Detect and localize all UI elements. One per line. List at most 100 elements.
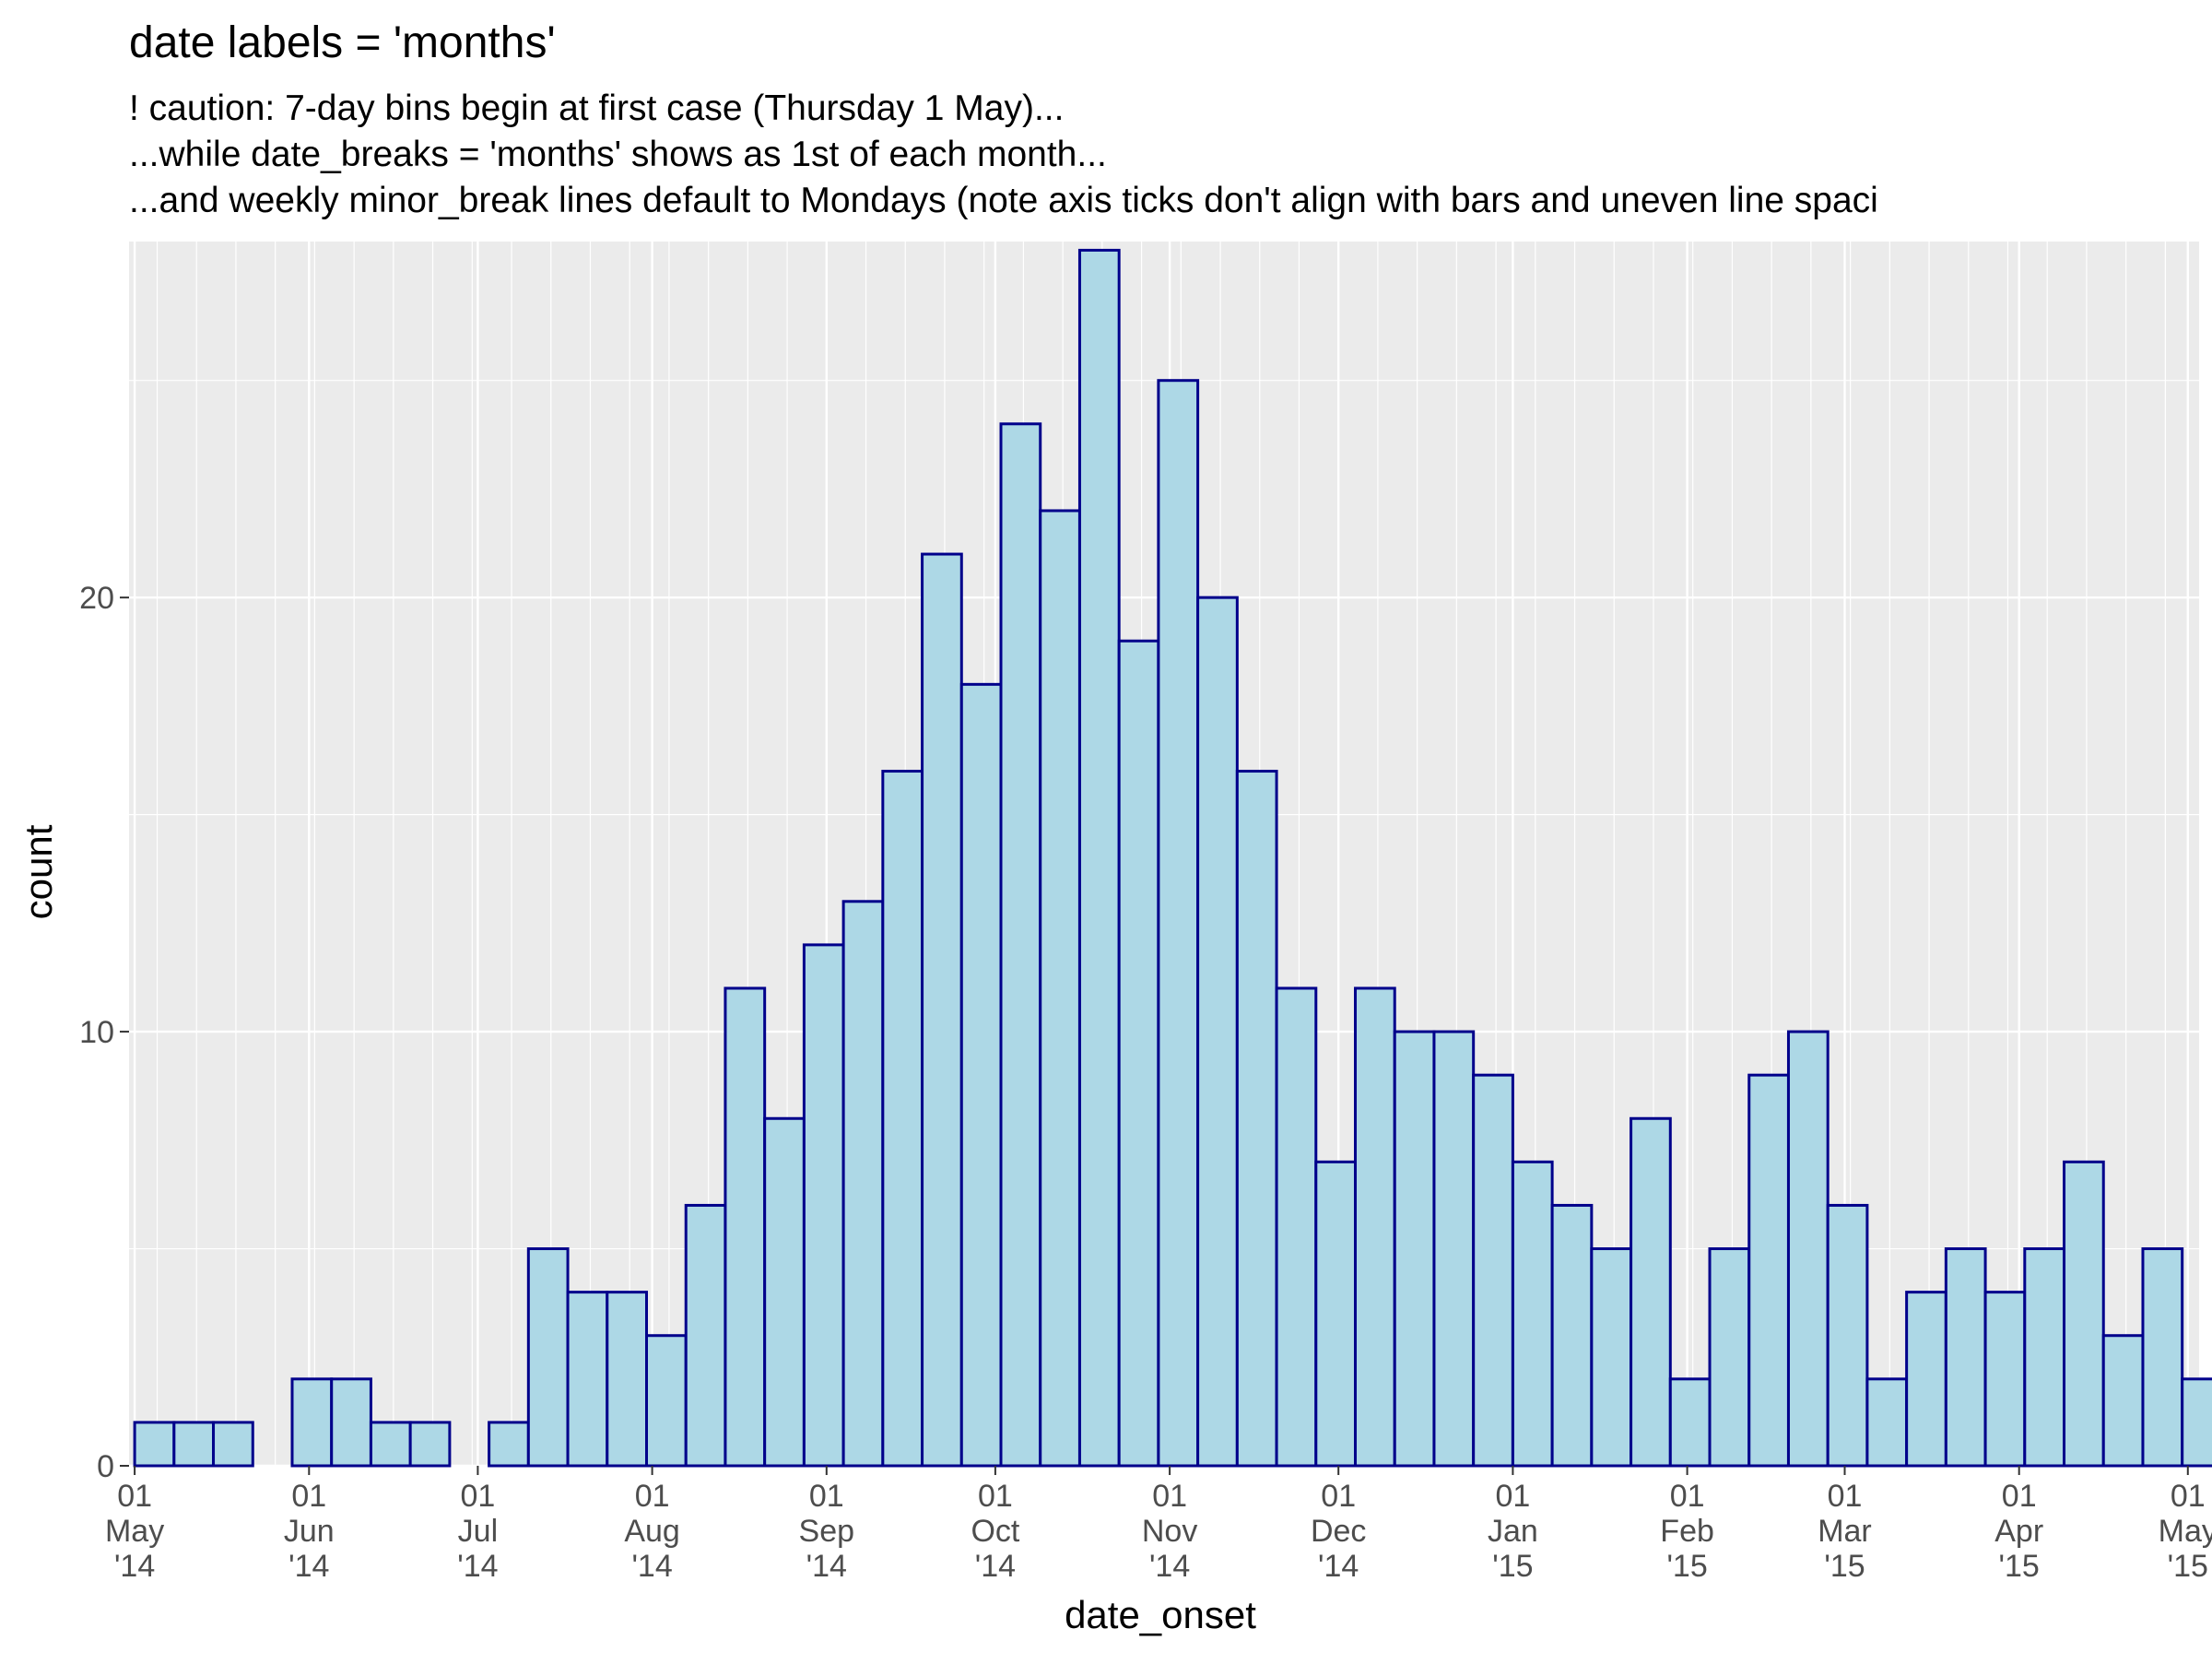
histogram-bar <box>1630 1116 1672 1468</box>
x-tick-label-month: Sep <box>799 1514 855 1549</box>
histogram-bar <box>212 1421 254 1468</box>
histogram-bar <box>1668 1377 1712 1468</box>
x-tick-label-day: 01 <box>1152 1479 1187 1514</box>
x-tick-label-day: 01 <box>1828 1479 1863 1514</box>
histogram-bar <box>802 943 845 1468</box>
x-tick-label-month: Dec <box>1311 1514 1366 1549</box>
histogram-bar <box>724 986 767 1468</box>
y-tick-label: 10 <box>79 1015 114 1050</box>
histogram-bar <box>1354 986 1396 1468</box>
histogram-bar <box>1235 770 1278 1468</box>
x-tick-label-month: Jun <box>284 1514 335 1549</box>
histogram-bar <box>1865 1377 1909 1468</box>
x-tick-label-year: '14 <box>631 1549 672 1584</box>
x-tick-label-day: 01 <box>2171 1479 2206 1514</box>
histogram-bar <box>606 1291 648 1468</box>
x-tick-label-year: '15 <box>1492 1549 1533 1584</box>
x-tick-label-month: May <box>105 1514 164 1549</box>
histogram-bar <box>1747 1073 1790 1468</box>
x-tick-label-day: 01 <box>1670 1479 1705 1514</box>
x-tick-label-year: '15 <box>2168 1549 2208 1584</box>
histogram-bar <box>1905 1291 1947 1468</box>
histogram-bar <box>921 552 963 1468</box>
histogram-bar <box>2181 1377 2212 1468</box>
plot-area: 0102001May'1401Jun'1401Jul'1401Aug'1401S… <box>79 242 2212 1584</box>
histogram-bar <box>133 1421 176 1468</box>
x-tick-label-year: '15 <box>1824 1549 1865 1584</box>
x-tick-label-month: Nov <box>1142 1514 1197 1549</box>
x-tick-label-month: Apr <box>1994 1514 2043 1549</box>
histogram-bar <box>2141 1247 2184 1468</box>
histogram-bar <box>684 1203 727 1468</box>
histogram-bar <box>1314 1160 1358 1468</box>
histogram-bar <box>1039 509 1081 1468</box>
histogram-bar <box>1786 1030 1830 1468</box>
chart-subtitle-line-2: ...while date_breaks = 'months' shows as… <box>129 135 1107 174</box>
histogram-bar <box>1944 1247 1987 1468</box>
x-tick-label-month: Mar <box>1818 1514 1872 1549</box>
x-tick-label-day: 01 <box>1321 1479 1356 1514</box>
y-tick-label: 20 <box>79 581 114 616</box>
x-tick-label-day: 01 <box>460 1479 495 1514</box>
histogram-bar <box>1196 596 1239 1468</box>
x-tick-label-day: 01 <box>2002 1479 2037 1514</box>
x-tick-label-day: 01 <box>117 1479 152 1514</box>
histogram-bar <box>645 1334 688 1468</box>
histogram-bar <box>2101 1334 2145 1468</box>
x-tick-label-day: 01 <box>809 1479 844 1514</box>
x-tick-label-month: Aug <box>624 1514 680 1549</box>
x-tick-label-month: Jan <box>1488 1514 1538 1549</box>
histogram-bar <box>488 1421 530 1468</box>
x-tick-label-year: '14 <box>975 1549 1016 1584</box>
histogram-bar <box>999 422 1042 1468</box>
x-tick-label-month: May <box>2159 1514 2212 1549</box>
x-tick-label-year: '14 <box>288 1549 329 1584</box>
histogram-bar <box>1708 1247 1751 1468</box>
x-tick-label-year: '14 <box>1149 1549 1190 1584</box>
x-tick-label-year: '14 <box>1318 1549 1359 1584</box>
x-tick-label-month: Oct <box>971 1514 1019 1549</box>
histogram-bar <box>2063 1160 2105 1468</box>
histogram-bar <box>1550 1203 1594 1468</box>
x-tick-label-month: Feb <box>1660 1514 1714 1549</box>
histogram-bar <box>526 1247 570 1468</box>
histogram-bar <box>1275 986 1318 1468</box>
y-axis-title: count <box>17 824 60 919</box>
histogram-bar <box>841 900 885 1468</box>
x-tick-label-year: '15 <box>1999 1549 2040 1584</box>
histogram-bar <box>172 1421 216 1468</box>
x-tick-label-year: '14 <box>806 1549 847 1584</box>
chart-title: date labels = 'months' <box>129 18 556 67</box>
x-tick-label-day: 01 <box>978 1479 1013 1514</box>
histogram-bar <box>1590 1247 1633 1468</box>
y-tick-label: 0 <box>97 1449 114 1484</box>
histogram-bar <box>330 1377 372 1468</box>
histogram-bar <box>763 1116 806 1468</box>
histogram-bar <box>408 1421 452 1468</box>
histogram-bar <box>2023 1247 2066 1468</box>
histogram-bar <box>1393 1030 1436 1468</box>
x-tick-label-month: Jul <box>458 1514 498 1549</box>
histogram-bar <box>1983 1291 2027 1468</box>
histogram-bar <box>369 1421 412 1468</box>
chart-subtitle-line-3: ...and weekly minor_break lines default … <box>129 181 1878 220</box>
x-tick-label-year: '14 <box>457 1549 498 1584</box>
histogram-bar <box>1157 379 1200 1468</box>
histogram-bar <box>1077 248 1121 1468</box>
x-tick-label-year: '15 <box>1666 1549 1707 1584</box>
x-axis-title: date_onset <box>1065 1593 1256 1636</box>
histogram-bar <box>566 1291 609 1468</box>
histogram-bar <box>290 1377 334 1468</box>
x-tick-label-day: 01 <box>1495 1479 1530 1514</box>
histogram-bar <box>1432 1030 1476 1468</box>
histogram-bar <box>1117 639 1160 1468</box>
histogram-bar <box>959 682 1003 1468</box>
x-tick-label-year: '14 <box>114 1549 155 1584</box>
x-tick-label-day: 01 <box>635 1479 670 1514</box>
histogram-bar <box>1472 1073 1514 1468</box>
histogram-bar <box>1826 1203 1869 1468</box>
histogram-bar <box>881 770 924 1468</box>
x-tick-label-day: 01 <box>291 1479 326 1514</box>
